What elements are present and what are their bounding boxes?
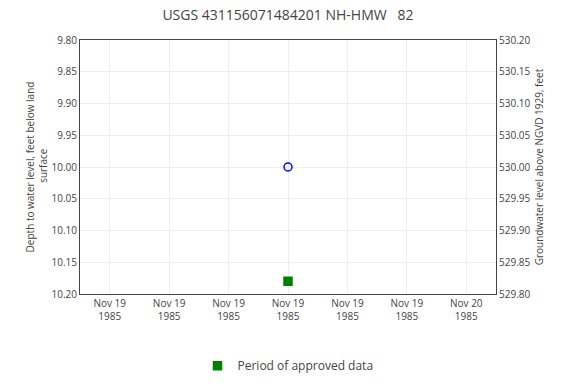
svg-text:9.80: 9.80 bbox=[57, 33, 77, 47]
svg-text:9.90: 9.90 bbox=[57, 96, 77, 110]
svg-text:Nov 191985: Nov 191985 bbox=[391, 296, 424, 323]
svg-text:9.95: 9.95 bbox=[57, 128, 77, 142]
svg-text:10.10: 10.10 bbox=[52, 223, 78, 237]
svg-text:530.20: 530.20 bbox=[499, 33, 530, 47]
svg-text:Period of approved data: Period of approved data bbox=[238, 357, 374, 374]
svg-text:USGS 431156071484201 NH-HMW: USGS 431156071484201 NH-HMW 82 bbox=[162, 5, 413, 24]
svg-text:10.00: 10.00 bbox=[52, 160, 78, 174]
svg-text:530.00: 530.00 bbox=[499, 160, 530, 174]
svg-text:530.05: 530.05 bbox=[499, 128, 530, 142]
svg-text:530.10: 530.10 bbox=[499, 96, 530, 110]
svg-text:Nov 191985: Nov 191985 bbox=[93, 296, 126, 323]
svg-text:Nov 191985: Nov 191985 bbox=[272, 296, 305, 323]
svg-text:529.85: 529.85 bbox=[499, 255, 530, 269]
svg-text:10.20: 10.20 bbox=[52, 287, 78, 301]
svg-text:Depth to water level, feet bel: Depth to water level, feet below land su… bbox=[23, 82, 50, 253]
svg-text:530.15: 530.15 bbox=[499, 64, 530, 78]
svg-text:Nov 191985: Nov 191985 bbox=[331, 296, 364, 323]
svg-text:529.95: 529.95 bbox=[499, 191, 530, 205]
svg-text:9.85: 9.85 bbox=[57, 64, 77, 78]
svg-text:529.90: 529.90 bbox=[499, 223, 530, 237]
svg-text:Nov 191985: Nov 191985 bbox=[153, 296, 186, 323]
svg-text:10.15: 10.15 bbox=[52, 255, 78, 269]
svg-text:Groundwater level above NGVD 1: Groundwater level above NGVD 1929, feet bbox=[532, 68, 546, 265]
svg-text:529.80: 529.80 bbox=[499, 287, 530, 301]
svg-text:Nov 191985: Nov 191985 bbox=[212, 296, 245, 323]
svg-text:10.05: 10.05 bbox=[52, 191, 78, 205]
svg-text:Nov 201985: Nov 201985 bbox=[450, 296, 483, 323]
